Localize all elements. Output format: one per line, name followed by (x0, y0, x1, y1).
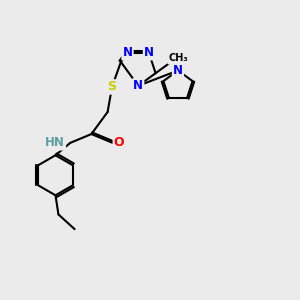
Text: N: N (122, 46, 133, 59)
Text: N: N (144, 46, 154, 59)
Text: CH₃: CH₃ (168, 53, 188, 64)
Text: O: O (114, 136, 124, 149)
Text: HN: HN (45, 136, 65, 149)
Text: S: S (107, 80, 116, 93)
Text: N: N (173, 64, 183, 77)
Text: N: N (133, 79, 143, 92)
